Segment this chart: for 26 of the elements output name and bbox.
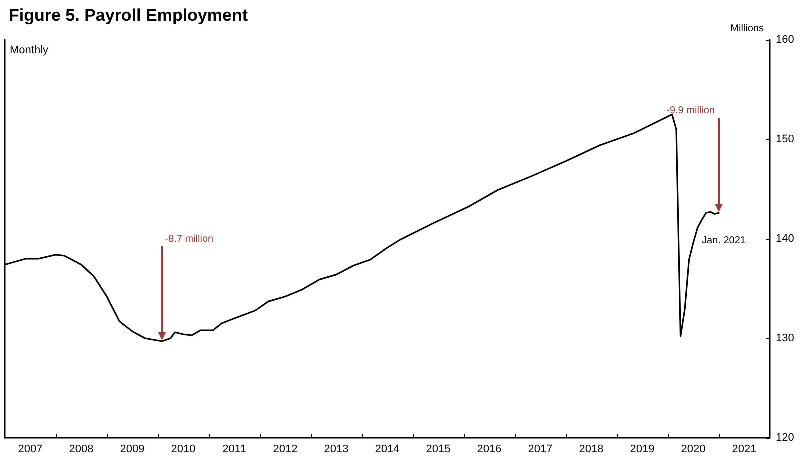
annotation: -9.9 million [666, 106, 715, 117]
y-tick-label: 140 [776, 233, 794, 245]
x-tick-label: 2009 [120, 444, 145, 456]
x-tick-label: 2019 [630, 444, 655, 456]
y-tick-label: 130 [776, 332, 794, 344]
annotation: Monthly [10, 44, 50, 56]
y-axis-title: Millions [730, 24, 764, 34]
x-tick-label: 2014 [375, 444, 400, 456]
chart-title: Figure 5. Payroll Employment [9, 6, 248, 25]
x-tick-label: 2011 [222, 444, 246, 456]
x-tick-label: 2007 [18, 444, 43, 456]
x-tick-label: 2017 [528, 444, 553, 456]
y-tick-label: 160 [776, 34, 794, 46]
x-tick-label: 2020 [681, 444, 706, 456]
x-tick-label: 2021 [732, 444, 757, 456]
x-tick-label: 2013 [324, 444, 349, 456]
annotation: Jan. 2021 [702, 236, 746, 247]
y-tick-label: 120 [776, 432, 794, 444]
x-tick-label: 2008 [69, 444, 94, 456]
x-tick-label: 2016 [477, 444, 502, 456]
x-tick-label: 2010 [171, 444, 196, 456]
y-tick-label: 150 [776, 134, 794, 146]
x-tick-label: 2012 [273, 444, 298, 456]
x-tick-label: 2015 [426, 444, 451, 456]
x-tick-label: 2018 [579, 444, 604, 456]
annotation: -8.7 million [165, 234, 214, 245]
